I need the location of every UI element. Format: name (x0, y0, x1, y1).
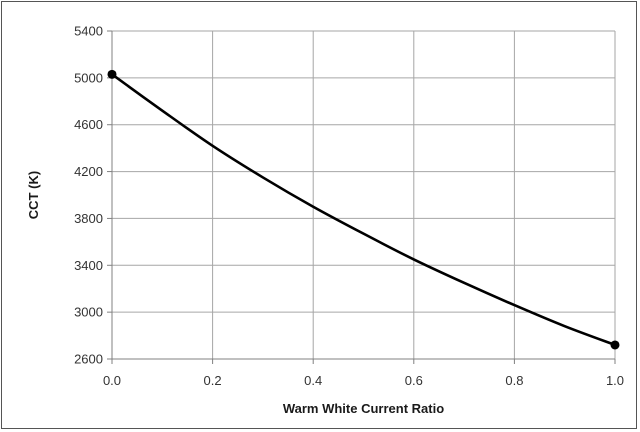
y-tick-label: 4200 (74, 164, 103, 179)
endpoint-marker (610, 340, 620, 350)
y-tick-label: 2600 (74, 352, 103, 367)
y-tick-label: 3000 (74, 305, 103, 320)
y-tick-label: 5000 (74, 70, 103, 85)
x-tick-label: 0.0 (103, 373, 121, 388)
x-tick-label: 1.0 (606, 373, 624, 388)
grid-layer (111, 30, 616, 360)
endpoint-marker (107, 69, 117, 79)
x-tick-label: 0.8 (505, 373, 523, 388)
x-tick-label: 0.6 (405, 373, 423, 388)
tick-labels: 2600 3000 3400 3800 4200 4600 5000 5400 0.0 0.2 0.… (74, 24, 624, 389)
series-layer (107, 69, 620, 350)
y-tick-label: 4600 (74, 117, 103, 132)
axis-layer (107, 30, 616, 364)
x-axis-title: Warm White Current Ratio (283, 401, 444, 416)
x-tick-label: 0.2 (204, 373, 222, 388)
y-tick-label: 5400 (74, 24, 103, 39)
cct-series-line (110, 73, 617, 347)
y-tick-label: 3800 (74, 211, 103, 226)
y-axis-title: CCT (K) (26, 171, 41, 219)
y-tick-label: 3400 (74, 258, 103, 273)
x-tick-label: 0.4 (304, 373, 322, 388)
